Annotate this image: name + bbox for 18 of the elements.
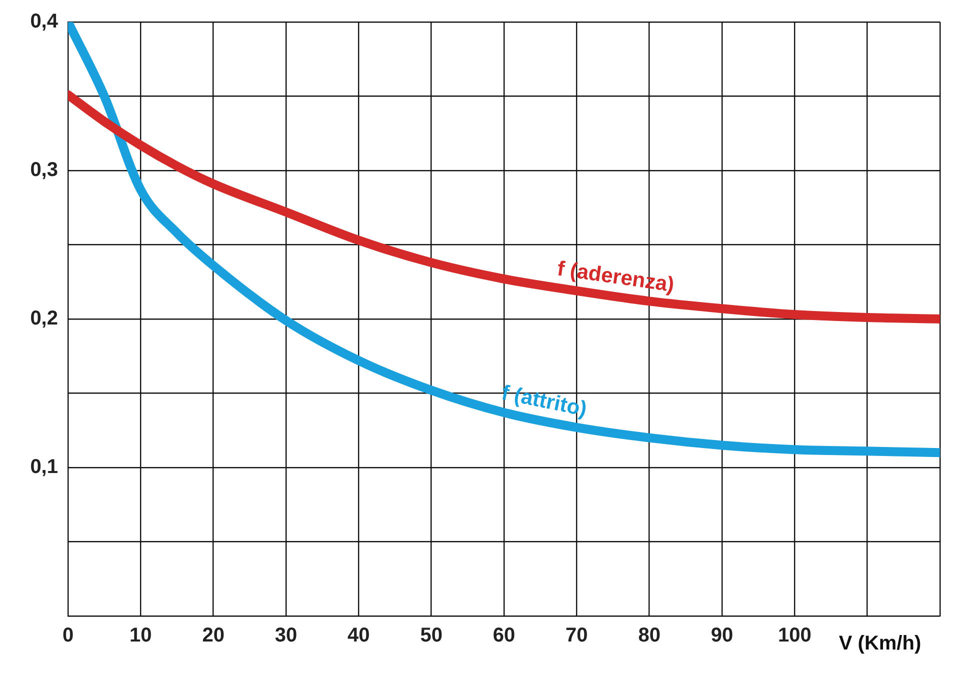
x-tick-label: 50: [420, 624, 442, 647]
x-tick-label: 100: [778, 624, 812, 647]
x-tick-label: 80: [638, 624, 660, 647]
x-tick-label: 0: [62, 624, 74, 647]
x-tick-label: 60: [492, 624, 516, 647]
y-tick-label: 0,2: [30, 308, 58, 330]
x-axis-title: V (Km/h): [838, 632, 922, 655]
x-tick-label: 30: [274, 624, 298, 647]
y-tick-label: 0,1: [30, 456, 58, 478]
text: f (aderenza): [556, 257, 676, 297]
x-tick-label: 90: [710, 624, 734, 647]
x-tick-label: 20: [202, 624, 224, 647]
y-tick-label: 0,3: [30, 159, 58, 182]
x-tick-label: 70: [566, 624, 588, 647]
text: f (attrito): [500, 381, 589, 422]
x-tick-label: 40: [348, 624, 370, 647]
y-tick-label: 0,4: [30, 10, 59, 33]
x-tick-label: 10: [130, 624, 152, 647]
